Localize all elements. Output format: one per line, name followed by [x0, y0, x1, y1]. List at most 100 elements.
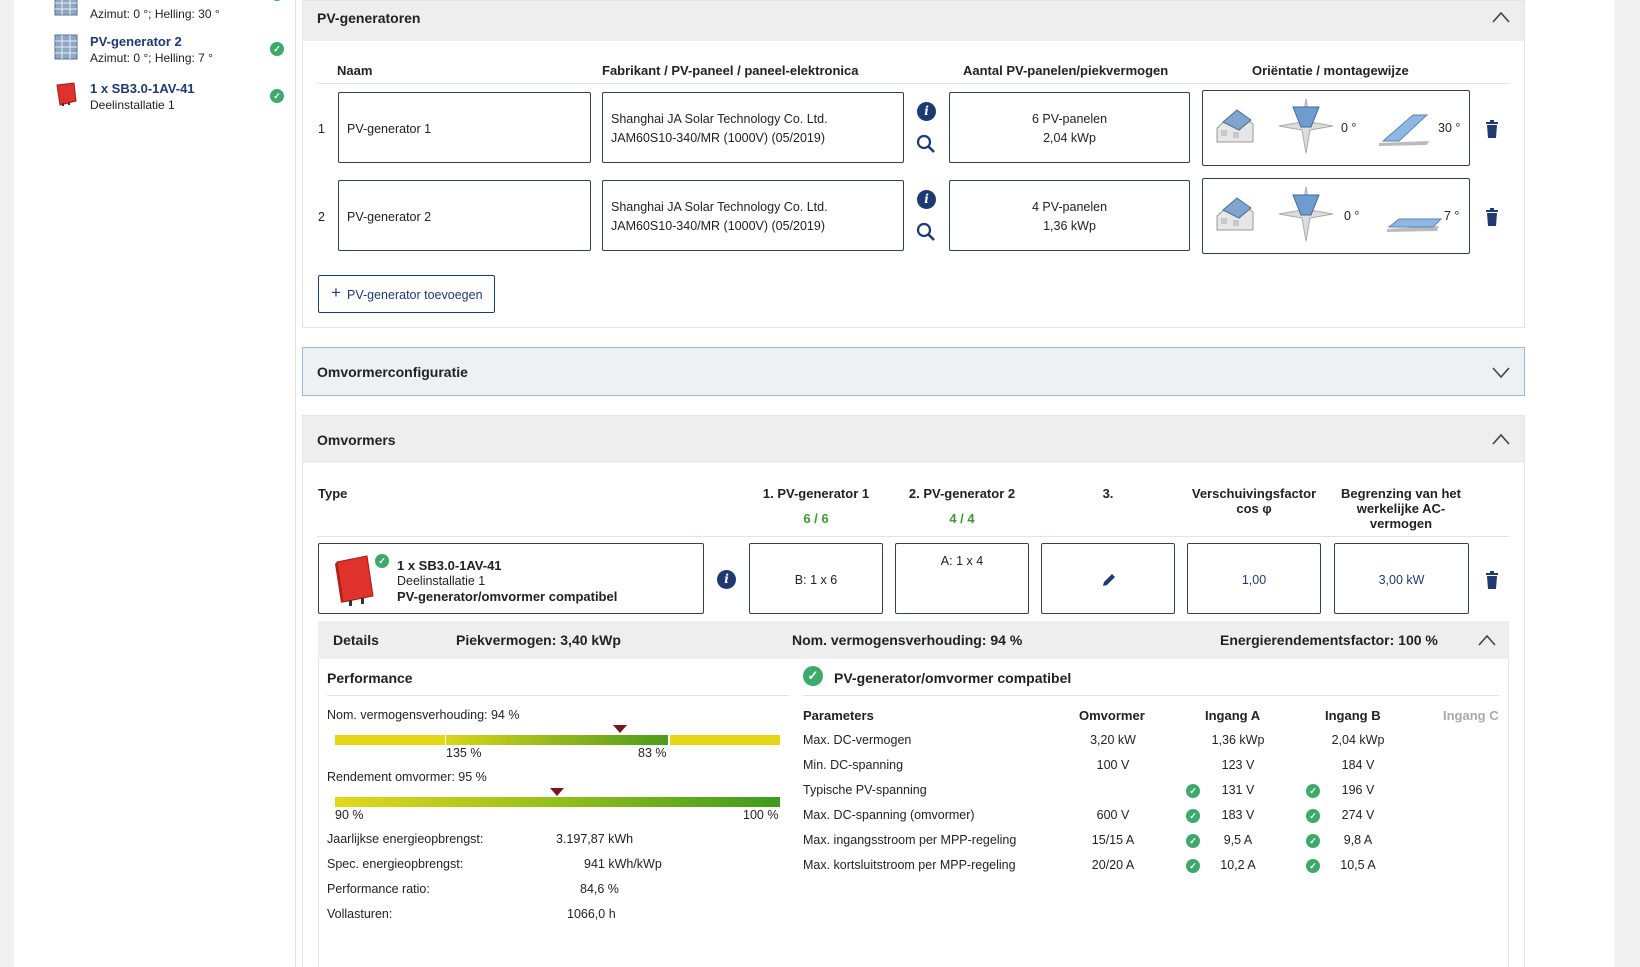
info-icon[interactable]: i: [717, 570, 736, 589]
orientation-field[interactable]: 0 ° 30 °: [1202, 90, 1470, 166]
efficiency-bar-right-label: 100 %: [743, 808, 779, 822]
pv-name-field[interactable]: PV-generator 2: [338, 180, 591, 251]
efficiency-bar-left-label: 90 %: [335, 808, 364, 822]
column-header-name: Naam: [337, 63, 373, 78]
cos-phi-field[interactable]: 1,00: [1187, 543, 1321, 614]
generator-1-assignment[interactable]: B: 1 x 6: [749, 543, 883, 614]
add-button-label: PV-generator toevoegen: [347, 288, 483, 302]
generator-2-assignment-value: A: 1 x 4: [940, 554, 984, 568]
parameter-label: Max. kortsluitstroom per MPP-regeling: [803, 858, 1016, 872]
app-window: Azimut: 0 °; Helling: 30 ° ✓ PV-generato…: [14, 0, 1614, 967]
panel-count-field[interactable]: 4 PV-panelen 1,36 kWp: [949, 180, 1190, 251]
check-icon: ✓: [270, 0, 284, 1]
manufacturer-field[interactable]: Shanghai JA Solar Technology Co. Ltd. JA…: [602, 92, 904, 163]
azimuth-value: 0 °: [1344, 209, 1360, 223]
ac-limit-value: 3,00 kW: [1378, 573, 1425, 587]
generator-2-count: 4 / 4: [949, 511, 975, 526]
sidebar-item-subtitle: Deelinstallatie 1: [90, 98, 175, 112]
input-a-value: 183 V: [1221, 808, 1255, 822]
check-icon: ✓: [1186, 784, 1200, 798]
limit-header-line2: werkelijke AC-: [1356, 501, 1446, 516]
details-bar[interactable]: Details Piekvermogen: 3,40 kWp Nom. verm…: [318, 621, 1509, 659]
inverter-configuration-panel[interactable]: Omvormerconfiguratie: [302, 347, 1525, 396]
manufacturer-field[interactable]: Shanghai JA Solar Technology Co. Ltd. JA…: [602, 180, 904, 251]
manufacturer-line2: JAM60S10-340/MR (1000V) (05/2019): [611, 219, 826, 233]
parameter-label: Max. ingangsstroom per MPP-regeling: [803, 833, 1017, 847]
ac-limit-field[interactable]: 3,00 kW: [1334, 543, 1469, 614]
inverter-subinstallation: Deelinstallatie 1: [397, 574, 486, 588]
sidebar-item-pv-generator-2[interactable]: PV-generator 2 Azimut: 0 °; Helling: 7 °…: [54, 32, 284, 72]
plus-icon: +: [331, 283, 341, 302]
trash-icon[interactable]: [1485, 120, 1499, 138]
perf-value: 1066,0 h: [567, 907, 616, 921]
search-icon[interactable]: [916, 134, 936, 154]
generator-1-assignment-value: B: 1 x 6: [794, 573, 838, 587]
header-input-c: Ingang C: [1443, 708, 1499, 723]
check-icon: ✓: [1186, 834, 1200, 848]
trash-icon[interactable]: [1485, 208, 1499, 226]
panel-title: Omvormers: [317, 432, 396, 448]
inverter-value: 600 V: [1096, 808, 1130, 822]
inverter-compatibility: PV-generator/omvormer compatibel: [397, 589, 618, 604]
inverter-type-field[interactable]: ✓ 1 x SB3.0-1AV-41 Deelinstallatie 1 PV-…: [318, 543, 704, 614]
peak-power-value: 1,36 kWp: [1043, 219, 1096, 233]
perf-value: 941 kWh/kWp: [584, 857, 662, 871]
cos-header-line2: cos φ: [1236, 501, 1272, 516]
chevron-up-icon[interactable]: [1478, 634, 1496, 646]
check-icon: ✓: [1306, 784, 1320, 798]
input-a-value: 1,36 kWp: [1211, 733, 1265, 747]
peak-power-summary: Piekvermogen: 3,40 kWp: [456, 632, 621, 648]
solar-panel-icon: [54, 34, 78, 60]
parameter-label: Typische PV-spanning: [803, 783, 927, 797]
pv-name-value: PV-generator 1: [347, 122, 432, 136]
house-icon: [1216, 197, 1254, 231]
header-input-a: Ingang A: [1205, 708, 1261, 723]
inverter-name: 1 x SB3.0-1AV-41: [397, 558, 502, 573]
row-number: 1: [318, 122, 325, 136]
check-icon: ✓: [1306, 859, 1320, 873]
perf-label: Vollasturen:: [327, 907, 393, 921]
generator-2-assignment[interactable]: A: 1 x 4: [895, 543, 1029, 614]
input-3-assignment[interactable]: [1041, 543, 1175, 614]
parameter-label: Max. DC-spanning (omvormer): [803, 808, 975, 822]
pv-name-field[interactable]: PV-generator 1: [338, 92, 591, 163]
sidebar-item-subtitle: Azimut: 0 °; Helling: 30 °: [90, 7, 220, 21]
chevron-up-icon[interactable]: [1492, 433, 1510, 445]
details-body: [318, 659, 1509, 967]
header-parameters: Parameters: [803, 708, 874, 723]
search-icon[interactable]: [916, 222, 936, 242]
power-ratio-marker: [613, 725, 627, 733]
tilt-panel-icon: [1387, 218, 1443, 232]
energy-factor-summary: Energierendementsfactor: 100 %: [1220, 632, 1438, 648]
cos-phi-value: 1,00: [1241, 573, 1267, 587]
divider: [317, 536, 1509, 537]
sidebar-item-pv-generator-1[interactable]: Azimut: 0 °; Helling: 30 ° ✓: [54, 0, 284, 28]
column-header-generator-1: 1. PV-generator 1: [762, 486, 870, 501]
perf-value: 3.197,87 kWh: [556, 832, 634, 846]
compass-icon: [1278, 186, 1334, 242]
input-a-value: 10,2 A: [1220, 858, 1256, 872]
add-pv-generator-button[interactable]: + PV-generator toevoegen: [318, 275, 495, 313]
manufacturer-line2: JAM60S10-340/MR (1000V) (05/2019): [611, 131, 826, 145]
inverter-value: 100 V: [1096, 758, 1130, 772]
trash-icon[interactable]: [1485, 571, 1499, 589]
pv-generators-panel: PV-generatoren Naam Fabrikant / PV-panee…: [302, 0, 1525, 328]
power-ratio-label: Nom. vermogensverhouding: 94 %: [327, 708, 520, 722]
inverters-header[interactable]: Omvormers: [303, 416, 1524, 463]
chevron-up-icon[interactable]: [1492, 11, 1510, 23]
divider: [327, 695, 789, 696]
panel-count-field[interactable]: 6 PV-panelen 2,04 kWp: [949, 92, 1190, 163]
pv-generators-header[interactable]: PV-generatoren: [303, 1, 1524, 41]
inverter-icon: [335, 555, 374, 606]
header-inverter: Omvormer: [1079, 708, 1145, 723]
input-b-value: 196 V: [1341, 783, 1375, 797]
chevron-down-icon[interactable]: [1492, 366, 1510, 378]
orientation-field[interactable]: 0 ° 7 °: [1202, 178, 1470, 254]
info-icon[interactable]: i: [917, 190, 936, 209]
azimuth-value: 0 °: [1341, 121, 1357, 135]
sidebar: Azimut: 0 °; Helling: 30 ° ✓ PV-generato…: [14, 0, 296, 967]
compass-icon: [1278, 98, 1334, 154]
sidebar-item-inverter[interactable]: 1 x SB3.0-1AV-41 Deelinstallatie 1 ✓: [54, 79, 284, 119]
info-icon[interactable]: i: [917, 102, 936, 121]
pencil-icon[interactable]: [1101, 572, 1117, 588]
